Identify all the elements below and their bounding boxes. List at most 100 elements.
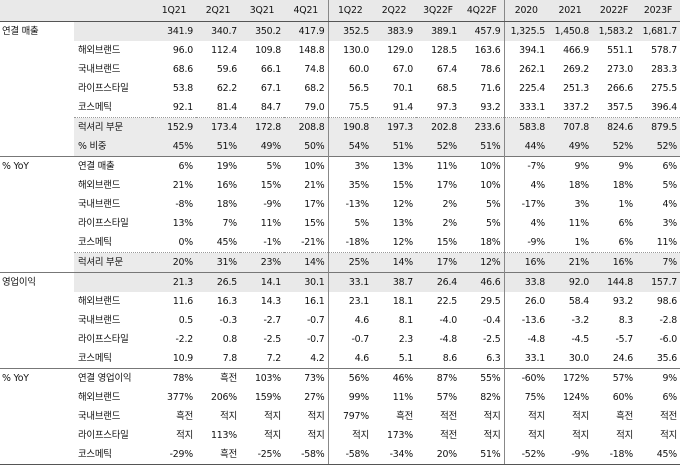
table-row: 라이프스타일 적지 113% 적지 적지 적지 173% 적전 적지 적지 적지 적지 적지 bbox=[0, 426, 680, 445]
table-cell: 6% bbox=[152, 156, 196, 176]
section-blank bbox=[0, 214, 74, 233]
table-cell: 8.3 bbox=[618, 315, 634, 326]
table-cell: 81.4 bbox=[216, 102, 237, 113]
table-cell: -5.7 bbox=[615, 334, 634, 345]
section-blank bbox=[0, 292, 74, 311]
table-cell: 396.4 bbox=[651, 102, 677, 113]
table-cell: 12% bbox=[392, 237, 413, 248]
table-cell: 11% bbox=[656, 237, 677, 248]
table-cell: 92.0 bbox=[548, 272, 592, 292]
table-cell: 52% bbox=[416, 137, 460, 157]
table-cell: 99% bbox=[327, 388, 372, 407]
table-cell: 11.6 bbox=[172, 296, 193, 307]
table-cell: -2.5 bbox=[483, 334, 501, 345]
row-label: 라이프스타일 bbox=[78, 430, 129, 441]
table-cell: 38.7 bbox=[372, 272, 416, 292]
table-cell: 152.9 bbox=[152, 117, 196, 137]
table-cell: 8.1 bbox=[398, 315, 414, 326]
table-cell: 16% bbox=[216, 180, 237, 191]
table-cell: -4.0 bbox=[439, 315, 458, 326]
row-label: 해외브랜드 bbox=[78, 45, 121, 56]
col-header: 2020 bbox=[503, 0, 548, 22]
header-blank bbox=[0, 0, 74, 22]
table-cell: -4.8 bbox=[439, 334, 458, 345]
table-cell: 49% bbox=[240, 137, 284, 157]
table-cell: -7% bbox=[503, 156, 548, 176]
table-cell: 394.1 bbox=[503, 41, 548, 60]
table-cell: 18.1 bbox=[392, 296, 413, 307]
table-cell: 583.8 bbox=[503, 117, 548, 137]
table-cell: 적지 bbox=[483, 411, 501, 422]
table-cell: 17% bbox=[416, 252, 460, 273]
table-cell: 129.0 bbox=[387, 45, 413, 56]
table-cell: 337.2 bbox=[563, 102, 589, 113]
section-blank bbox=[0, 349, 74, 369]
section-blank bbox=[0, 426, 74, 445]
table-cell: 148.8 bbox=[298, 45, 325, 56]
table-cell: -2.2 bbox=[175, 334, 194, 345]
section-title: % YoY bbox=[0, 368, 74, 388]
table-cell: 44% bbox=[503, 137, 548, 157]
table-cell: 1% bbox=[574, 237, 590, 248]
table-cell: 67.1 bbox=[260, 83, 281, 94]
table-cell: 5% bbox=[327, 214, 372, 233]
col-header: 1Q22 bbox=[327, 0, 372, 22]
row-label: 국내브랜드 bbox=[78, 199, 121, 210]
section-blank bbox=[0, 79, 74, 98]
table-cell: 5.1 bbox=[398, 353, 414, 364]
table-cell: 33.8 bbox=[503, 272, 548, 292]
row-label: 코스메틱 bbox=[78, 237, 112, 248]
table-cell: 2% bbox=[442, 199, 458, 210]
table-cell: 11% bbox=[392, 392, 413, 403]
section-blank bbox=[0, 407, 74, 426]
table-cell: 적지 bbox=[572, 411, 589, 422]
table-cell: 18% bbox=[480, 237, 501, 248]
table-cell: 적지 bbox=[264, 411, 281, 422]
table-cell: 73% bbox=[284, 368, 328, 388]
table-cell: 0.8 bbox=[222, 334, 238, 345]
col-header: 2Q22 bbox=[372, 0, 416, 22]
table-cell: 52% bbox=[592, 137, 636, 157]
table-cell: 18% bbox=[568, 180, 589, 191]
section-title: % YoY bbox=[0, 156, 74, 176]
table-cell: 45% bbox=[152, 137, 196, 157]
table-cell: 206% bbox=[210, 392, 237, 403]
table-row: 해외브랜드 11.6 16.3 14.3 16.1 23.1 18.1 22.5 29.5 26.… bbox=[0, 292, 680, 311]
table-cell: 27% bbox=[304, 392, 325, 403]
table-cell: 13% bbox=[392, 218, 413, 229]
table-cell: 4% bbox=[503, 214, 548, 233]
table-row: 라이프스타일 53.8 62.2 67.1 68.2 56.5 70.1 68.5 71.6 22… bbox=[0, 79, 680, 98]
table-cell: 128.5 bbox=[431, 45, 457, 56]
table-cell: 377% bbox=[166, 392, 193, 403]
table-cell: 적지 bbox=[176, 430, 193, 441]
table-row: % YoY 연결 영업이익 78% 흑전 103% 73% 56% 46% 87% 55% -60%… bbox=[0, 368, 680, 388]
table-cell: -0.4 bbox=[483, 315, 501, 326]
table-cell: 17% bbox=[436, 180, 457, 191]
table-cell: 3% bbox=[327, 156, 372, 176]
table-row: 럭셔리 부문 152.9 173.4 172.8 208.8 190.8 197.3 202.… bbox=[0, 117, 680, 137]
table-cell: 340.7 bbox=[196, 21, 240, 41]
table-cell: 879.5 bbox=[636, 117, 680, 137]
table-cell: 적지 bbox=[503, 426, 548, 445]
table-cell: 55% bbox=[460, 368, 504, 388]
table-cell: 4% bbox=[503, 176, 548, 195]
table-cell: -17% bbox=[503, 195, 548, 214]
table-cell: 70.1 bbox=[392, 83, 413, 94]
table-cell: 1,450.8 bbox=[548, 21, 592, 41]
table-cell: 124% bbox=[562, 392, 589, 403]
table-cell: 23% bbox=[240, 252, 284, 273]
table-cell: 13% bbox=[372, 156, 416, 176]
table-cell: 5% bbox=[486, 199, 501, 210]
table-cell: -8% bbox=[175, 199, 193, 210]
table-cell: 71.6 bbox=[480, 83, 501, 94]
table-cell: 60% bbox=[612, 392, 633, 403]
table-cell: 417.9 bbox=[284, 21, 328, 41]
table-cell: -25% bbox=[240, 445, 284, 465]
table-cell: 389.1 bbox=[416, 21, 460, 41]
table-cell: 79.0 bbox=[304, 102, 325, 113]
table-cell: 12% bbox=[460, 252, 504, 273]
table-cell: 1,681.7 bbox=[636, 21, 680, 41]
table-cell: 109.8 bbox=[255, 45, 281, 56]
table-cell: 269.2 bbox=[563, 64, 589, 75]
table-cell: 10% bbox=[480, 180, 501, 191]
